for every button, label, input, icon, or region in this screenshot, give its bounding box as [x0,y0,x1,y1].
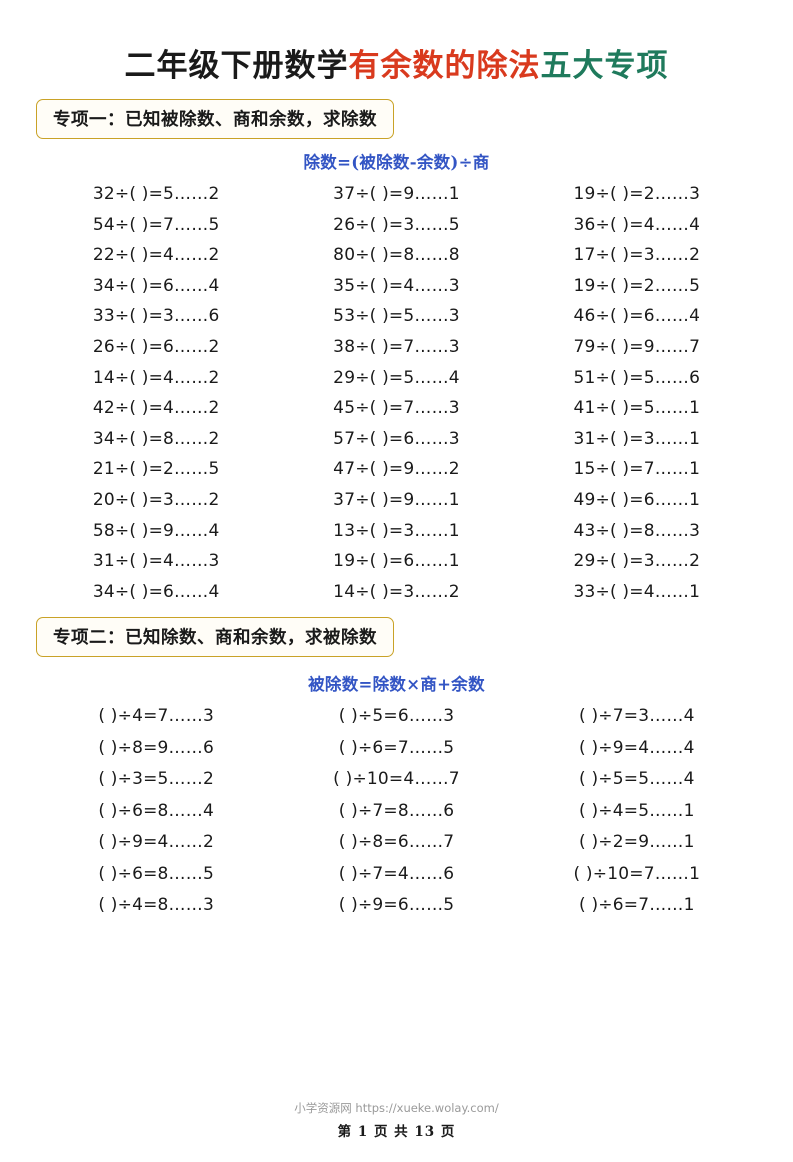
problem-item: ( )÷7=4……6 [338,863,455,884]
section-1-formula: 除数=(被除数-余数)÷商 [303,153,490,172]
problem-item: 57÷( )=6……3 [333,428,460,449]
problem-item: 80÷( )=8……8 [333,245,460,266]
problem-item: 15÷( )=7……1 [573,459,701,480]
watermark-text: 小学资源网 https://xueke.wolay.com/ [294,1101,499,1115]
problem-item: ( )÷10=7……1 [573,863,701,884]
problem-item: 49÷( )=6……1 [573,489,701,510]
problem-item: 41÷( )=5……1 [573,398,701,419]
problem-item: ( )÷3=5……2 [98,769,214,790]
problem-item: 45÷( )=7……3 [333,398,460,419]
problem-item: 35÷( )=4……3 [333,275,460,296]
section-2-formula: 被除数=除数×商+余数 [308,675,485,695]
section-2-header: 专项二：已知除数、商和余数，求被除数 [36,617,394,658]
problem-item: 53÷( )=5……3 [333,306,460,327]
problem-item: 79÷( )=9……7 [573,336,701,357]
problem-item: ( )÷6=7……5 [338,737,455,758]
section-1-header-wrap: 专项一：已知被除数、商和余数，求除数 [36,99,757,139]
problem-item: 32÷( )=5……2 [92,184,220,204]
problem-item: ( )÷4=8……3 [98,895,214,916]
problem-item: 31÷( )=4……3 [92,551,220,572]
problem-item: 38÷( )=7……3 [333,336,460,357]
problem-item: 42÷( )=4……2 [92,398,220,419]
problem-item: 46÷( )=6……4 [573,306,701,327]
title-part-1: 二年级下册数学 [124,48,349,84]
section-2-header-wrap: 专项二：已知除数、商和余数，求被除数 [36,617,757,658]
title-part-3: 五大专项 [540,48,669,84]
problem-item: 19÷( )=6……1 [333,551,460,572]
title-part-2: 有余数的除法 [348,48,541,84]
problem-item: 58÷( )=9……4 [92,520,220,541]
problem-item: ( )÷9=6……5 [338,895,455,916]
worksheet-page: 二年级下册数学有余数的除法五大专项 专项一：已知被除数、商和余数，求除数 除数=… [0,40,793,1162]
page-title: 二年级下册数学有余数的除法五大专项 [36,40,757,85]
problem-item: ( )÷6=8……5 [98,863,214,884]
problem-item: 22÷( )=4……2 [92,245,220,266]
problem-item: 51÷( )=5……6 [573,367,701,388]
problem-item: 34÷( )=6……4 [92,581,220,602]
problem-item: ( )÷6=8……4 [98,800,214,821]
problem-item: 14÷( )=3……2 [333,581,460,602]
problem-item: 43÷( )=8……3 [573,520,701,541]
problem-item: ( )÷4=7……3 [98,706,214,727]
problem-item: 34÷( )=8……2 [92,428,220,449]
problem-item: 29÷( )=3……2 [573,551,701,572]
problem-item: ( )÷5=6……3 [338,706,455,727]
problem-item: ( )÷6=7……1 [579,895,695,916]
problem-item: 20÷( )=3……2 [92,489,220,510]
problem-item: 37÷( )=9……1 [333,184,460,204]
problem-item: 17÷( )=3……2 [573,245,701,266]
problem-item: 19÷( )=2……3 [573,184,701,204]
problem-item: 19÷( )=2……5 [573,275,701,296]
problem-item: 13÷( )=3……1 [333,520,460,541]
problem-item: ( )÷5=5……4 [579,769,695,790]
problem-item: 21÷( )=2……5 [92,459,220,480]
problem-item: ( )÷9=4……2 [98,832,214,853]
problem-item: 36÷( )=4……4 [573,214,701,235]
problem-item: ( )÷7=3……4 [579,706,695,727]
problem-item: 33÷( )=3……6 [92,306,220,327]
problem-item: ( )÷8=6……7 [338,832,455,853]
problem-item: 54÷( )=7……5 [92,214,220,235]
problem-item: ( )÷10=4……7 [333,769,460,790]
problem-item: ( )÷2=9……1 [579,832,695,853]
page-number-footer: 第 1 页 共 13 页 [337,1124,456,1140]
section-1-header: 专项一：已知被除数、商和余数，求除数 [36,99,394,139]
problem-item: 33÷( )=4……1 [573,581,701,602]
problem-item: 26÷( )=3……5 [333,214,460,235]
problem-item: ( )÷4=5……1 [579,800,695,821]
problem-item: 34÷( )=6……4 [92,275,220,296]
section-1-problem-grid: 32÷( )=5……2 37÷( )=9……1 19÷( )=2……3 54÷( )=… [36,179,757,607]
problem-item: ( )÷7=8……6 [338,800,455,821]
problem-item: ( )÷9=4……4 [579,737,695,758]
problem-item: ( )÷8=9……6 [98,737,214,758]
problem-item: 37÷( )=9……1 [333,489,460,510]
problem-item: 31÷( )=3……1 [573,428,701,449]
problem-item: 47÷( )=9……2 [333,459,460,480]
problem-item: 14÷( )=4……2 [92,367,220,388]
section-2-problem-grid: ( )÷4=7……3 ( )÷5=6……3 ( )÷7=3……4 ( )÷8=9……6… [36,701,757,922]
problem-item: 29÷( )=5……4 [333,367,460,388]
problem-item: 26÷( )=6……2 [92,336,220,357]
